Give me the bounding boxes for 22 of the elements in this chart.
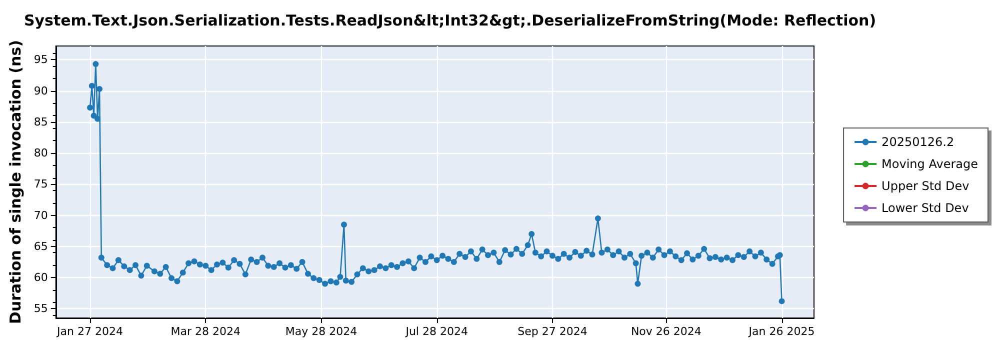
x-tick-label: Nov 26 2024: [630, 325, 702, 338]
x-tick-label: Jul 28 2024: [404, 325, 468, 338]
y-tick-label: 55: [34, 302, 48, 316]
chart-title: System.Text.Json.Serialization.Tests.ReadJson&lt;Int32&gt;.DeserializeFromString(Mode: Reflection): [24, 12, 876, 30]
legend-label: Upper Std Dev: [882, 179, 970, 193]
y-tick-label: 85: [34, 115, 48, 128]
y-tick-label: 95: [34, 53, 48, 66]
y-tick-label: 65: [34, 240, 48, 253]
y-tick-label: 60: [34, 271, 48, 284]
y-tick-label: 70: [34, 208, 48, 222]
x-tick-label: Mar 28 2024: [170, 325, 240, 338]
legend-label: Moving Average: [882, 157, 978, 171]
y-tick-label: 90: [34, 84, 48, 98]
legend-label: Lower Std Dev: [882, 201, 969, 215]
y-axis-title: Duration of single invocation (ns): [6, 40, 24, 324]
y-tick-label: 80: [34, 146, 48, 160]
x-tick-label: Jan 26 2025: [748, 325, 815, 338]
x-tick-label: Jan 27 2024: [56, 325, 123, 338]
x-tick-label: Sep 27 2024: [518, 325, 588, 338]
x-tick-label: May 28 2024: [285, 325, 358, 338]
y-tick-label: 75: [34, 178, 48, 191]
legend-label: 20250126.2: [882, 135, 954, 149]
